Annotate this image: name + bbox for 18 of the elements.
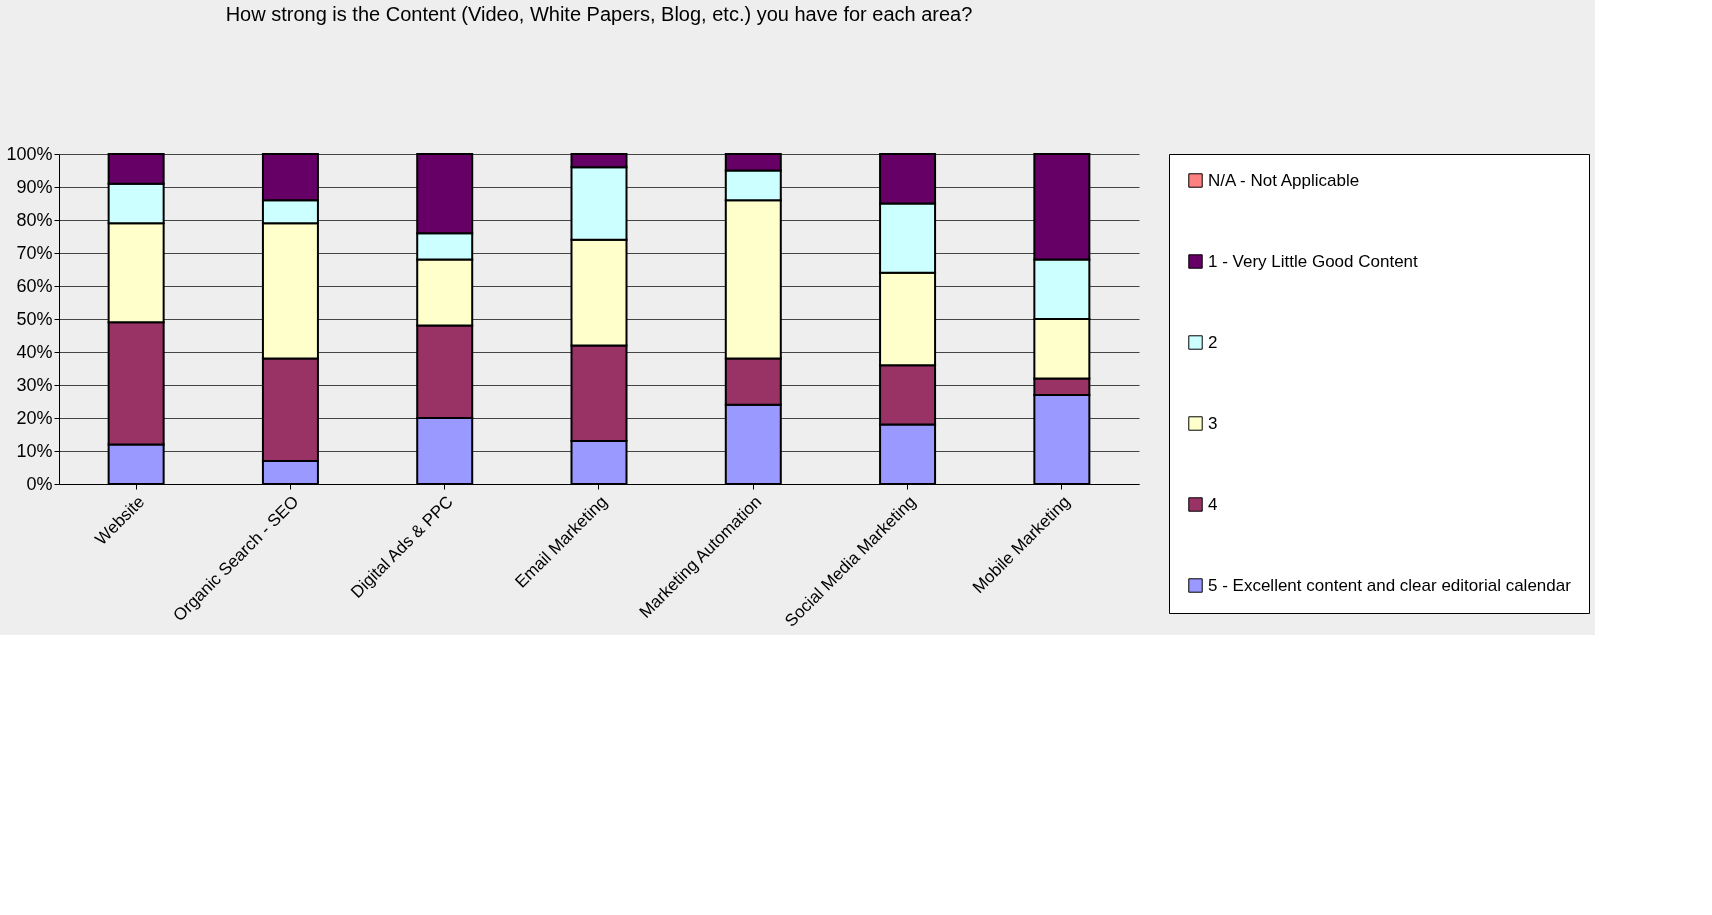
- y-tick-label: 70%: [16, 242, 53, 263]
- y-tick-label: 20%: [16, 407, 53, 428]
- legend-label: 3: [1208, 413, 1218, 433]
- y-tick-label: 0%: [26, 473, 53, 494]
- y-tick-label: 60%: [16, 275, 53, 296]
- legend-label: 4: [1208, 494, 1218, 514]
- y-tick-label: 30%: [16, 374, 53, 395]
- legend-label: N/A - Not Applicable: [1208, 170, 1360, 190]
- y-tick-label: 100%: [6, 143, 53, 164]
- legend-label: 1 - Very Little Good Content: [1208, 251, 1419, 271]
- legend-label: 5 - Excellent content and clear editorial calendar: [1208, 575, 1572, 595]
- y-tick-label: 10%: [16, 440, 53, 461]
- y-tick-label: 50%: [16, 308, 53, 329]
- y-tick-label: 90%: [16, 176, 53, 197]
- legend-label: 2: [1208, 332, 1218, 352]
- chart-title: How strong is the Content (Video, White Papers, Blog, etc.) you have for each area?: [225, 3, 973, 25]
- y-tick-label: 40%: [16, 341, 53, 362]
- y-tick-label: 80%: [16, 209, 53, 230]
